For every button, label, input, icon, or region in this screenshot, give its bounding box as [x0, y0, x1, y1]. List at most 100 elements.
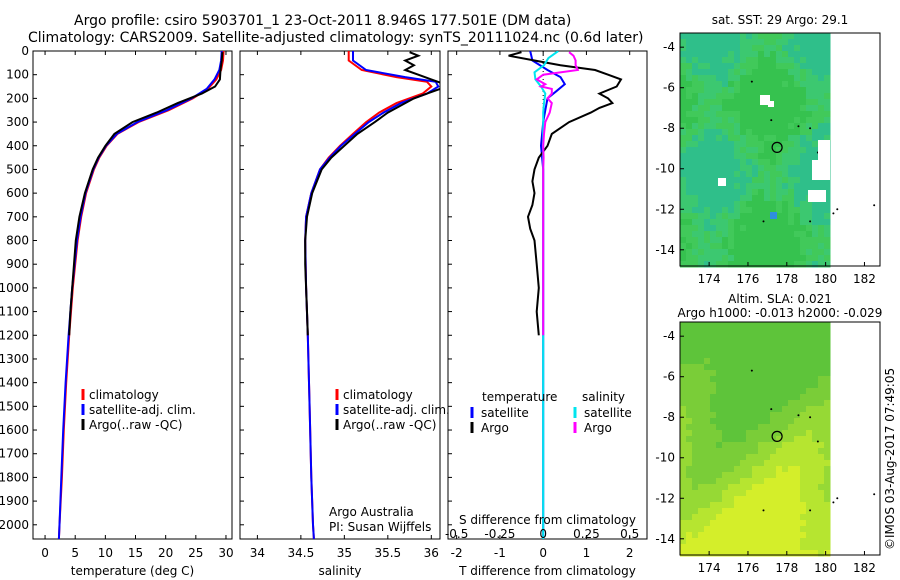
map-cell — [770, 406, 777, 413]
map-cell — [788, 231, 795, 238]
map-cell — [794, 171, 801, 178]
map-cell — [746, 39, 753, 46]
map-cell — [788, 177, 795, 184]
map-cell — [680, 159, 687, 166]
map-cell — [824, 334, 831, 341]
map-cell — [680, 237, 687, 244]
map-cell — [716, 502, 723, 509]
x-tick-label-salinity: 36 — [424, 546, 439, 560]
map-cell — [800, 261, 807, 268]
map-cell — [692, 484, 699, 491]
map-cell — [680, 255, 687, 262]
map-cell — [704, 508, 711, 515]
map-cell — [764, 183, 771, 190]
map-cell — [680, 219, 687, 226]
map-cell — [710, 496, 717, 503]
map-cell — [764, 454, 771, 461]
map-cell — [680, 490, 687, 497]
map-cell — [788, 183, 795, 190]
map-cell — [722, 45, 729, 52]
map-cell — [818, 231, 825, 238]
map-cell — [776, 201, 783, 208]
map-cell — [806, 478, 813, 485]
map-cell — [794, 231, 801, 238]
map-cell — [722, 352, 729, 359]
map-cell — [746, 129, 753, 136]
map-cell — [782, 454, 789, 461]
map-cell — [752, 75, 759, 82]
map-cell — [740, 442, 747, 449]
map-cell — [692, 424, 699, 431]
map-cell — [692, 111, 699, 118]
map-cell — [818, 87, 825, 94]
map-cell — [812, 376, 819, 383]
map-cell — [782, 255, 789, 262]
map-cell — [788, 442, 795, 449]
map-cell — [788, 436, 795, 443]
map-cell — [686, 550, 693, 557]
map-cell — [800, 460, 807, 467]
map-cell — [794, 177, 801, 184]
map-cell — [746, 255, 753, 262]
map-cell — [758, 496, 765, 503]
map-cell — [800, 33, 807, 40]
map-cell — [698, 171, 705, 178]
map-cell — [716, 376, 723, 383]
map-cell — [770, 550, 777, 557]
map-cell — [824, 532, 831, 539]
map-cell — [782, 261, 789, 268]
map-cell — [770, 418, 777, 425]
map-cell — [704, 105, 711, 112]
map-cell — [722, 550, 729, 557]
plot-frame-salinity — [239, 50, 441, 540]
map-cell — [758, 201, 765, 208]
y-tick-label: 1000 — [0, 281, 29, 295]
map-cell — [728, 532, 735, 539]
map-cell — [722, 255, 729, 262]
map-cell — [800, 75, 807, 82]
map-cell — [818, 45, 825, 52]
map-cell — [722, 111, 729, 118]
map-cell — [812, 334, 819, 341]
map-cell — [692, 388, 699, 395]
map-cell — [806, 213, 813, 220]
map-cell — [776, 550, 783, 557]
map-cell — [764, 328, 771, 335]
map-cell — [794, 135, 801, 142]
map-cell — [734, 153, 741, 160]
map-cell — [788, 33, 795, 40]
map-cell — [728, 243, 735, 250]
map-cell — [806, 243, 813, 250]
map-cell — [800, 346, 807, 353]
map-cell — [746, 502, 753, 509]
map-cell — [764, 478, 771, 485]
map-cell — [704, 502, 711, 509]
map-cell — [734, 243, 741, 250]
map-cell — [818, 382, 825, 389]
map-cell — [692, 406, 699, 413]
map-cell — [722, 496, 729, 503]
map-cell — [752, 538, 759, 545]
map-cell — [812, 412, 819, 419]
map-cell — [740, 135, 747, 142]
map-cell — [806, 364, 813, 371]
y-tick-label: 900 — [6, 257, 29, 271]
map-cell — [752, 520, 759, 527]
map-cell — [794, 532, 801, 539]
map-cell — [794, 544, 801, 551]
map-cell — [728, 111, 735, 118]
map-cell — [692, 93, 699, 100]
map-cell — [788, 63, 795, 70]
map-cell — [788, 448, 795, 455]
map-cell — [770, 400, 777, 407]
map-cell — [764, 33, 771, 40]
map-cell — [794, 340, 801, 347]
map-cell — [746, 141, 753, 148]
map-cell — [776, 406, 783, 413]
map-cell — [752, 159, 759, 166]
map-cell — [752, 478, 759, 485]
map-cell — [692, 177, 699, 184]
map-cell — [824, 195, 831, 202]
map-cell — [782, 243, 789, 250]
map-cell — [800, 448, 807, 455]
